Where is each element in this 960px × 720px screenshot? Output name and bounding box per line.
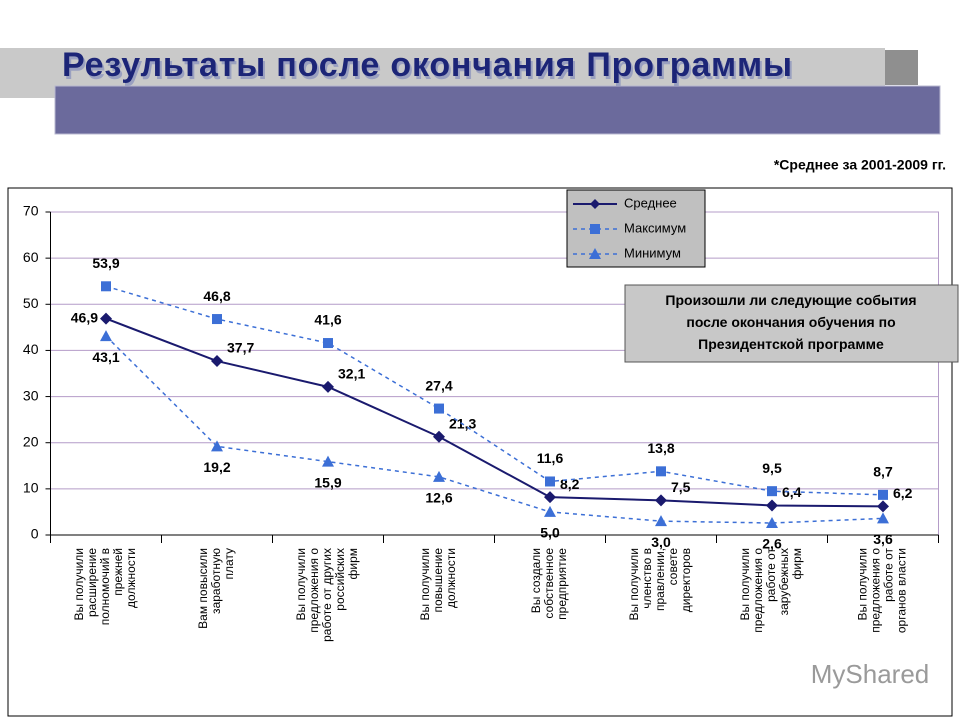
value-label: 11,6 <box>537 450 564 466</box>
annotation: Произошли ли следующие события после окон… <box>665 292 916 352</box>
legend-label: Среднее <box>624 195 677 210</box>
legend-marker <box>590 224 600 234</box>
value-label: 5,0 <box>540 525 560 541</box>
y-tick-label: 60 <box>23 249 39 265</box>
point <box>545 476 555 487</box>
note: *Среднее за 2001-2009 гг. <box>774 157 946 173</box>
point <box>212 314 222 325</box>
point <box>544 491 556 504</box>
value-label: 3,6 <box>873 531 893 547</box>
point <box>322 380 334 393</box>
title-band-2 <box>54 85 941 135</box>
point <box>877 512 889 524</box>
point <box>211 440 223 452</box>
point <box>211 355 223 368</box>
point <box>323 338 333 349</box>
point <box>433 470 445 482</box>
point <box>766 517 778 529</box>
chart-title: Результаты после окончания Программы <box>62 46 792 84</box>
value-label: 6,4 <box>782 484 802 500</box>
x-tick-label: Вы получилипредложения оработе оторганов… <box>856 547 909 633</box>
point <box>544 505 556 517</box>
y-tick-label: 0 <box>31 526 39 542</box>
value-label: 7,5 <box>671 479 691 495</box>
x-tick-label: Вы получиличленство вправлении,советедир… <box>627 548 693 621</box>
point <box>434 403 444 414</box>
x-tick-label: Вы получилипредложения оработе отзарубеж… <box>738 547 804 632</box>
x-tick-label: Вы получилипредложения оработе от других… <box>294 548 360 642</box>
value-label: 32,1 <box>338 366 365 382</box>
x-tick-label: Вам повысилизаработнуюплату <box>196 548 236 629</box>
value-label: 43,1 <box>92 349 119 365</box>
series-line <box>105 317 884 508</box>
chart-frame <box>7 187 953 717</box>
x-tick-label: Вы получилирасширениеполномочий впрежней… <box>72 548 138 626</box>
point <box>322 455 334 467</box>
y-tick-label: 50 <box>23 295 39 311</box>
y-tick-label: 30 <box>23 387 39 403</box>
x-tick-label: Вы получилиповышениедолжности <box>418 548 458 621</box>
point <box>878 489 888 500</box>
point <box>655 515 667 527</box>
point <box>766 499 778 512</box>
watermark: MyShared <box>811 659 930 689</box>
value-label: 37,7 <box>227 340 254 356</box>
value-label: 15,9 <box>314 474 341 490</box>
y-tick-label: 70 <box>23 203 39 219</box>
value-label: 8,2 <box>560 476 580 492</box>
point <box>101 281 111 292</box>
value-label: 27,4 <box>425 377 452 393</box>
y-tick-label: 40 <box>23 341 39 357</box>
point <box>877 500 889 513</box>
point <box>100 330 112 342</box>
point <box>767 486 777 497</box>
series-line <box>105 285 884 496</box>
value-label: 13,8 <box>647 440 674 456</box>
value-label: 6,2 <box>893 485 913 501</box>
value-label: 53,9 <box>92 255 119 271</box>
value-label: 8,7 <box>873 464 893 480</box>
legend-label: Максимум <box>624 220 686 235</box>
title-square <box>885 50 918 85</box>
legend-marker <box>589 248 601 259</box>
legend-label: Минимум <box>624 245 681 260</box>
value-label: 19,2 <box>203 459 230 475</box>
value-label: 46,9 <box>71 309 98 325</box>
x-tick-label: Вы создалисобственноепредприятие <box>529 548 569 620</box>
legend-marker <box>590 199 600 209</box>
title-shadow: Результаты после окончания Программы <box>64 49 794 87</box>
point <box>433 430 445 443</box>
value-label: 46,8 <box>203 288 230 304</box>
point <box>100 312 112 325</box>
point <box>656 466 666 477</box>
annotation-box <box>624 284 959 363</box>
point <box>655 494 667 507</box>
y-tick-label: 10 <box>23 480 39 496</box>
y-tick-label: 20 <box>23 433 39 449</box>
value-label: 9,5 <box>762 460 782 476</box>
value-label: 12,6 <box>425 490 452 506</box>
value-label: 3,0 <box>651 534 671 550</box>
value-label: 2,6 <box>762 536 782 552</box>
value-label: 41,6 <box>314 312 341 328</box>
